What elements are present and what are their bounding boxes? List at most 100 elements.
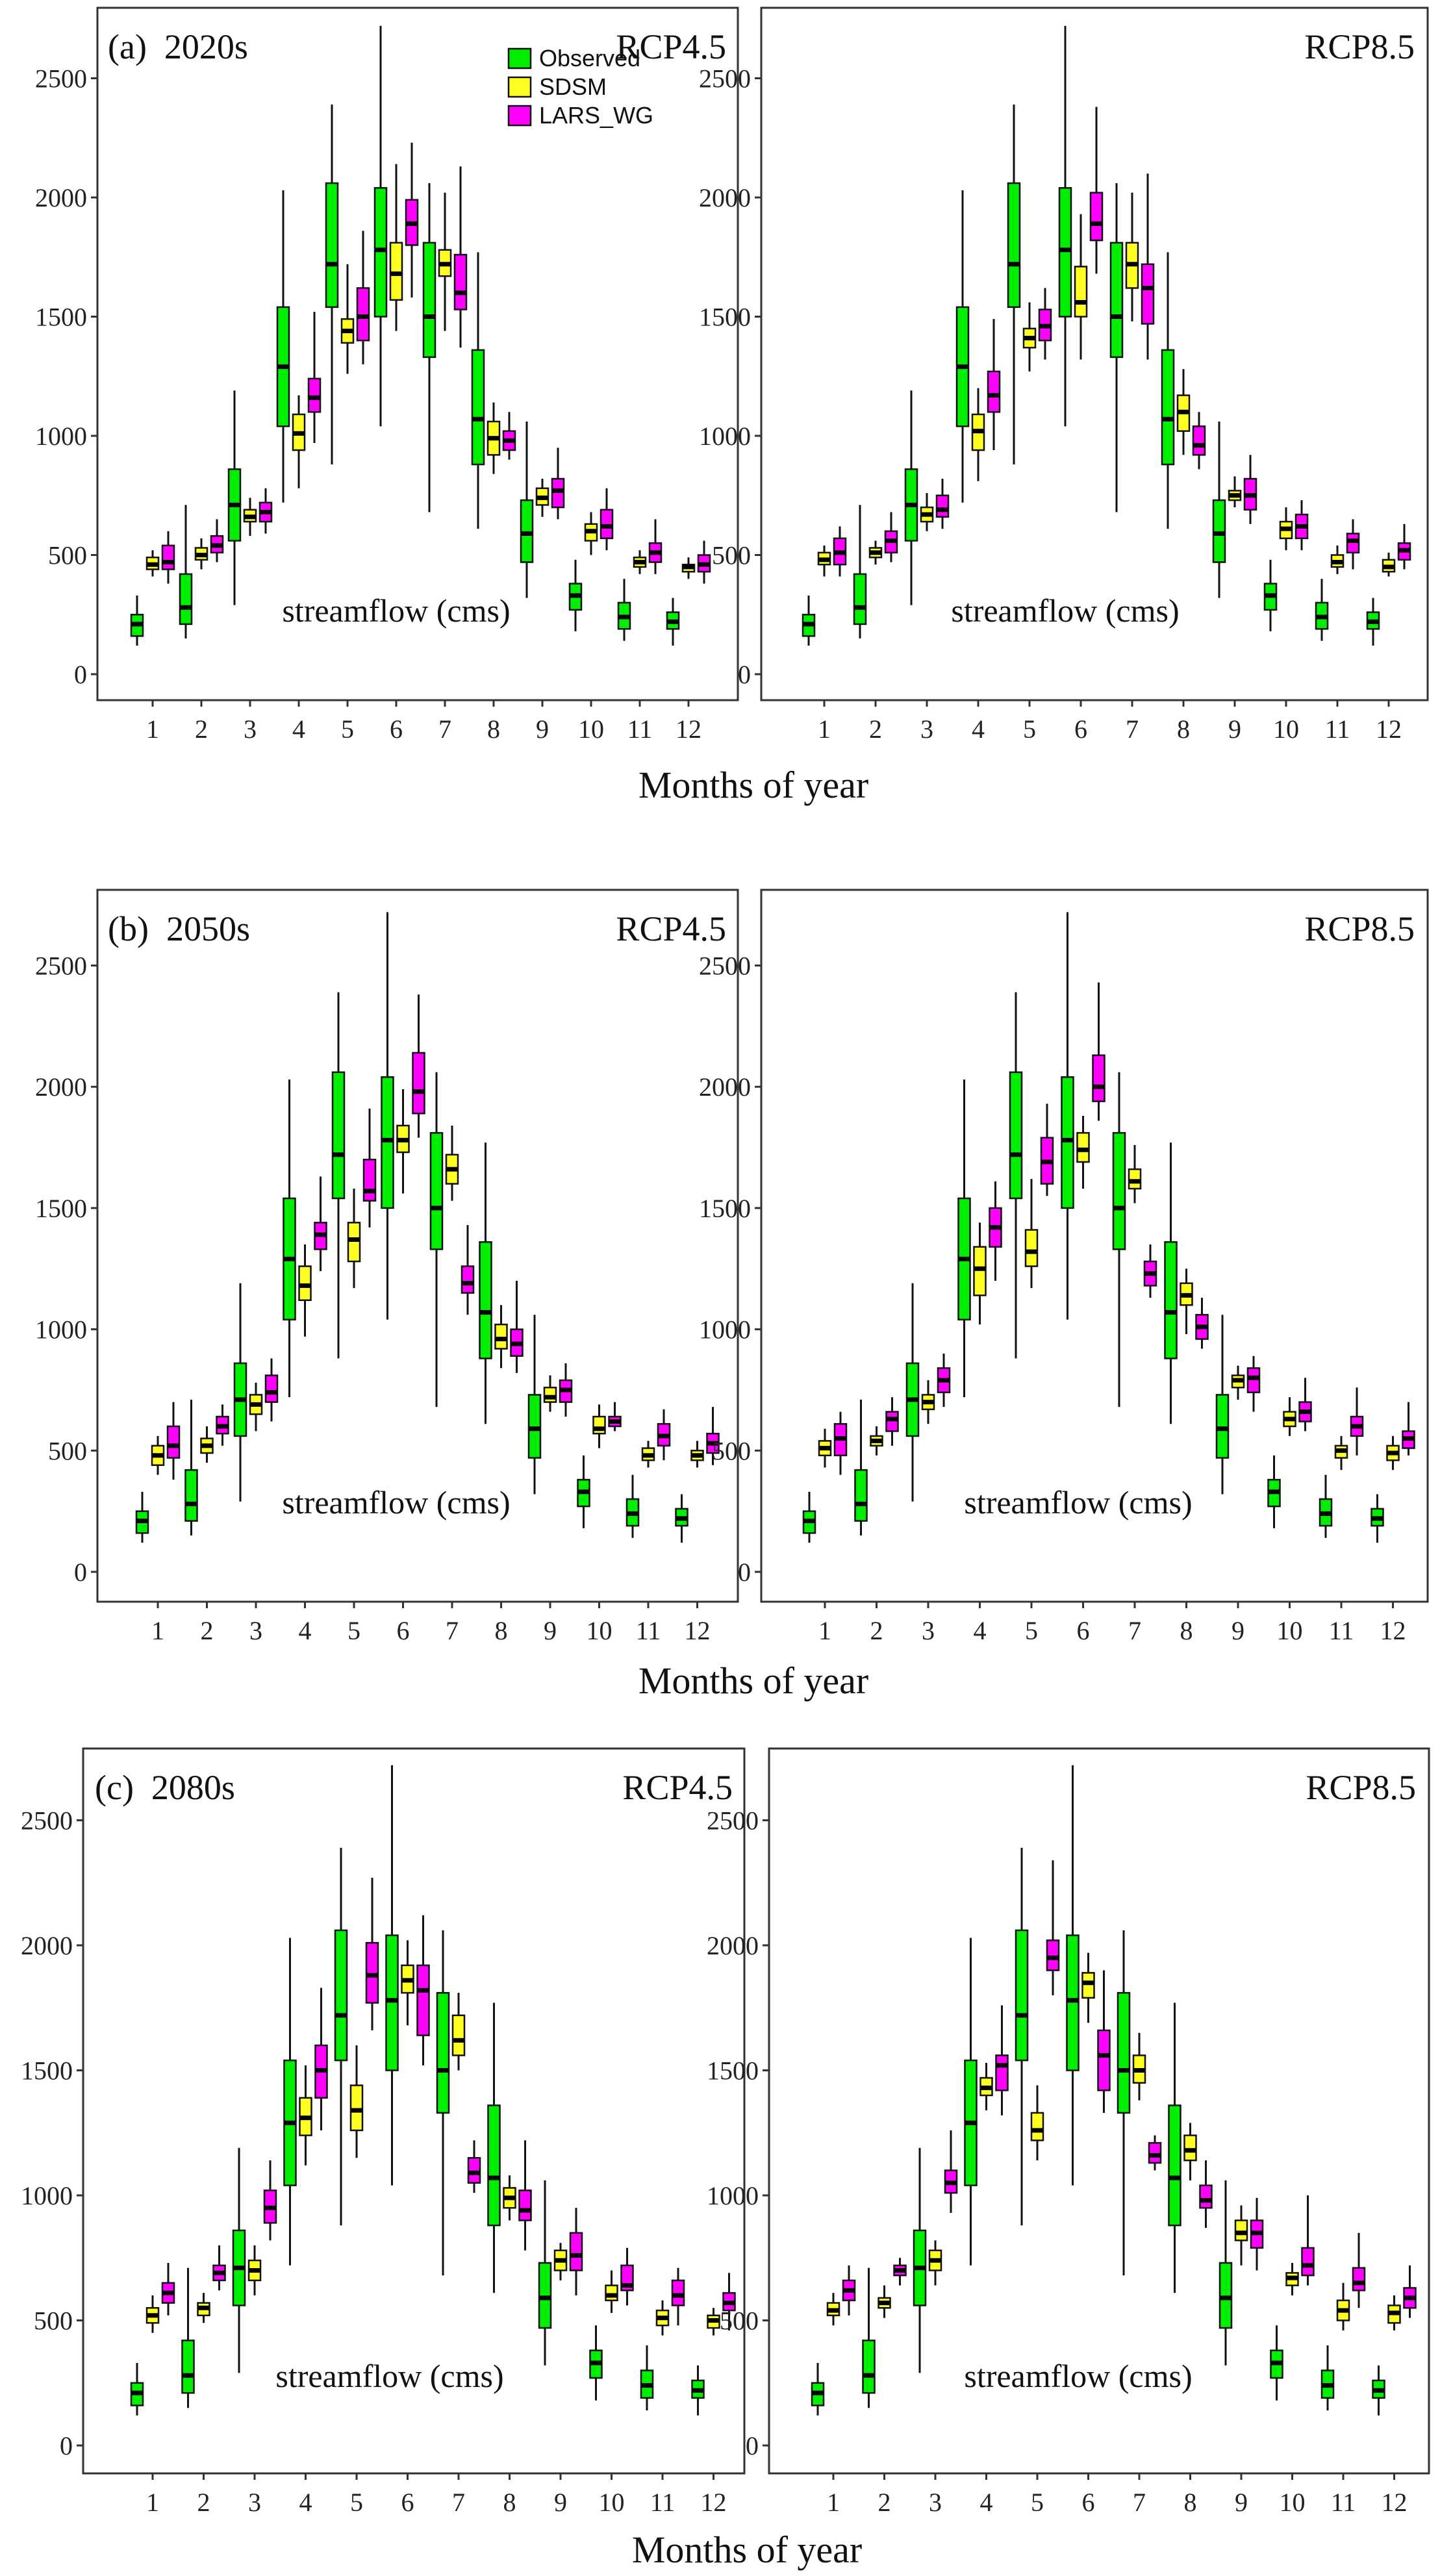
panel-a-rcp85-box-observed-month-1 — [802, 595, 816, 646]
panel-a-rcp45-box-lars-wg-month-12 — [697, 540, 711, 584]
panel-c-rcp45-xtick-label-8: 8 — [503, 2488, 516, 2517]
panel-c-rcp45-box-observed-month-6 — [385, 1765, 399, 2186]
panel-b-rcp45-scenario: RCP4.5 — [616, 909, 726, 948]
box-iqr — [331, 1071, 346, 1200]
panel-c-rcp45-box-observed-month-4 — [283, 1938, 297, 2266]
panel-b-rcp45-box-sdsm-month-9 — [543, 1375, 557, 1412]
panel-c-rcp45-box-observed-month-8 — [487, 2002, 501, 2293]
box-iqr — [1015, 1929, 1029, 2062]
panel-b-rcp45-xtick-label-12: 12 — [685, 1616, 711, 1645]
panel-b-rcp85-frame — [760, 889, 1429, 1603]
panel-c-rcp45-xtick-label-12: 12 — [701, 2488, 727, 2517]
panel-b-rcp85-box-sdsm-month-11 — [1334, 1435, 1348, 1471]
box-iqr — [1234, 2219, 1248, 2241]
panel-b-rcp85-box-observed-month-5 — [1009, 992, 1023, 1359]
panel-c-rcp85-box-lars-wg-month-4 — [995, 2005, 1009, 2115]
box-iqr — [461, 1265, 475, 1294]
panel-c-rcp85-box-sdsm-month-5 — [1030, 2085, 1044, 2161]
panel-b-rcp45-box-lars-wg-month-11 — [657, 1409, 671, 1461]
panel-b-rcp85-box-sdsm-month-5 — [1024, 1179, 1039, 1289]
panel-c-rcp45-box-lars-wg-month-2 — [212, 2245, 226, 2291]
box-iqr — [605, 2284, 618, 2301]
panel-a-rcp85-box-observed-month-11 — [1315, 579, 1329, 641]
panel-b-rcp45-xtick-label-9: 9 — [544, 1616, 557, 1645]
panel-c-rcp85-box-lars-wg-month-12 — [1403, 2265, 1417, 2318]
panel-c-rcp45-box-lars-wg-month-12 — [722, 2273, 736, 2330]
box-iqr — [518, 2190, 532, 2221]
panel-c-rcp85-xtick-label-3: 3 — [929, 2488, 942, 2517]
box-iqr — [935, 494, 950, 518]
panel-a-rcp85-box-sdsm-month-4 — [971, 388, 985, 481]
panel-a-rcp45-xtick-label-5: 5 — [341, 714, 354, 744]
panel-b-rcp45-box-lars-wg-month-10 — [608, 1402, 622, 1432]
panel-a-rcp45-frame — [96, 6, 739, 701]
panel-a-rcp85-xtick-label-6: 6 — [1074, 714, 1087, 744]
panel-c-rcp85-box-lars-wg-month-2 — [893, 2258, 907, 2286]
legend-label-observed: Observed — [539, 45, 640, 71]
panel-c-rcp85-box-observed-month-8 — [1168, 2002, 1181, 2293]
panel-c-rcp85-box-sdsm-month-3 — [928, 2240, 942, 2286]
panel-a-rcp85-xtick-label-4: 4 — [972, 714, 985, 744]
panel-c-rcp45-box-sdsm-month-3 — [247, 2245, 262, 2295]
panel-b-rcp85-xtick-label-4: 4 — [974, 1616, 987, 1645]
panel-a-rcp85-box-observed-month-2 — [853, 505, 867, 638]
box-iqr — [298, 1265, 312, 1302]
panel-b-rcp45-box-sdsm-month-12 — [690, 1441, 704, 1468]
panel-b-rcp85-box-lars-wg-month-11 — [1350, 1387, 1364, 1456]
box-iqr — [995, 2054, 1009, 2091]
panel-c-rcp85-box-observed-month-5 — [1015, 1847, 1029, 2226]
panel-a-rcp85-ytick-label-0: 0 — [738, 660, 751, 689]
panel-b-rcp85-box-lars-wg-month-7 — [1143, 1244, 1157, 1298]
panel-c-rcp85-xtick-label-1: 1 — [827, 2488, 840, 2517]
panel-a-rcp85-xtick-label-8: 8 — [1177, 714, 1190, 744]
panel-c-rcp45-xtick-label-3: 3 — [248, 2488, 261, 2517]
panel-b-rcp45-box-sdsm-month-1 — [151, 1435, 165, 1475]
panel-c-rcp45-box-observed-month-10 — [589, 2325, 603, 2401]
panel-a-rcp45-xtick-label-7: 7 — [438, 714, 451, 744]
panel-c-rcp45-ytick-label-2500: 2500 — [21, 1806, 73, 1836]
panel-c-rcp45-box-sdsm-month-7 — [451, 1993, 466, 2071]
panel-b-rcp85-box-observed-month-9 — [1215, 1315, 1230, 1495]
legend-label-lars-wg: LARS_WG — [539, 102, 653, 129]
panel-a-rcp85-xtick-label-7: 7 — [1126, 714, 1139, 744]
panel-c-rcp45-xtick-label-5: 5 — [350, 2488, 363, 2517]
panel-c-rcp85-frame — [768, 1747, 1430, 2475]
panel-b-rcp85-ytick-label-2500: 2500 — [699, 952, 751, 981]
panel-a-rcp45-box-observed-month-3 — [227, 390, 242, 605]
box-iqr — [356, 287, 370, 342]
legend-label-sdsm: SDSM — [539, 73, 607, 100]
box-iqr — [1092, 1054, 1105, 1102]
box-iqr — [1161, 349, 1175, 466]
panel-c-rcp85-box-observed-month-10 — [1270, 2325, 1283, 2401]
panel-a-rcp85-box-lars-wg-month-5 — [1038, 288, 1052, 360]
box-iqr — [1352, 2267, 1366, 2292]
panel-c-rcp45-box-observed-month-11 — [640, 2345, 654, 2411]
panel-a-rcp45-box-lars-wg-month-10 — [600, 488, 614, 551]
panel-b-rcp85-xtick-label-9: 9 — [1232, 1616, 1244, 1645]
box-iqr — [264, 1374, 279, 1403]
panel-c-rcp85-box-lars-wg-month-5 — [1046, 1860, 1060, 1995]
panel-a-rcp45-box-lars-wg-month-9 — [551, 448, 565, 520]
panel-a-rcp45-box-lars-wg-month-11 — [648, 519, 663, 574]
panel-b-rcp85-ylabel: streamflow (cms) — [964, 1484, 1192, 1521]
panel-a-rcp45-box-observed-month-2 — [179, 505, 193, 638]
box-iqr — [1148, 2141, 1162, 2164]
panel-c-rcp85-box-observed-month-1 — [811, 2362, 825, 2416]
box-iqr — [885, 1411, 899, 1432]
panel-c-rcp85-xtick-label-9: 9 — [1235, 2488, 1248, 2517]
panel-c-rcp85-ytick-label-2000: 2000 — [707, 1931, 759, 1960]
box-iqr — [347, 1222, 361, 1263]
panel-a-rcp85-scenario: RCP8.5 — [1304, 27, 1415, 66]
panel-b-rcp45-box-sdsm-month-8 — [494, 1305, 508, 1369]
panel-c-rcp45-box-sdsm-month-10 — [605, 2270, 618, 2313]
panel-b-rcp45-box-sdsm-month-7 — [445, 1125, 459, 1201]
legend-swatch-observed — [507, 47, 532, 69]
box-iqr — [381, 1076, 394, 1209]
panel-a-rcp45-xtick-label-6: 6 — [390, 714, 403, 744]
box-iqr — [385, 1934, 399, 2071]
panel-b-rcp45-box-sdsm-month-4 — [298, 1244, 312, 1337]
panel-c-rcp85-xtick-label-11: 11 — [1331, 2488, 1356, 2517]
panel-a-rcp45-box-lars-wg-month-8 — [502, 412, 516, 460]
